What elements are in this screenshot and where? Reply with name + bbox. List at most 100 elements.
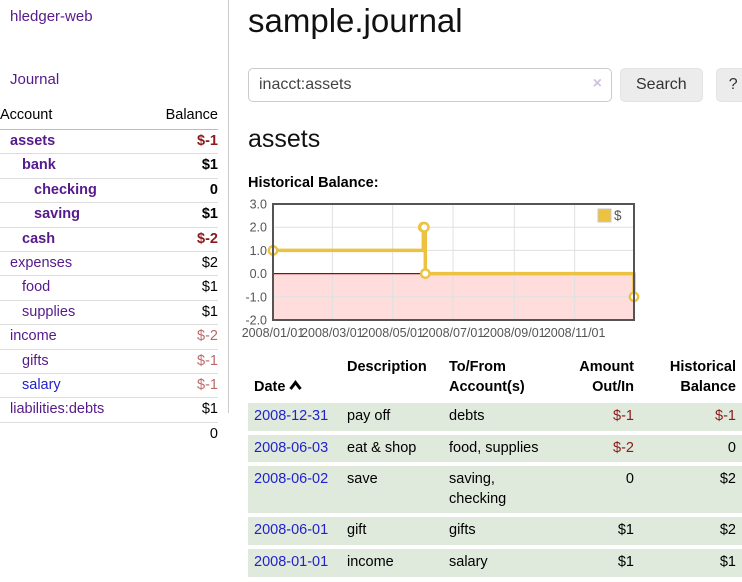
register-date-cell: 2008-12-31 [248, 403, 341, 431]
account-name-cell: cash [0, 227, 146, 252]
sort-asc-icon [289, 379, 303, 390]
account-balance: 0 [145, 178, 218, 204]
account-balance: $1 [145, 300, 218, 326]
register-amount-cell: 0 [625, 471, 634, 488]
sidebar-divider [228, 0, 229, 413]
register-accounts-cell: gifts [449, 522, 476, 539]
account-row: assets $-1 [0, 129, 218, 155]
register-description-cell: eat & shop [347, 439, 417, 456]
account-row: liabilities:debts $1 [0, 397, 218, 423]
transaction-date-link[interactable]: 2008-06-01 [254, 522, 329, 539]
account-balance: $2 [145, 251, 218, 277]
account-name-cell: salary [0, 373, 146, 399]
account-row: saving $1 [0, 202, 218, 228]
column-header-description: Description [347, 359, 427, 375]
register-description-cell: income [347, 553, 394, 570]
account-balance: $-2 [145, 227, 218, 252]
register-row[interactable]: 2008-06-01 gift gifts $1 $2 [248, 517, 742, 545]
svg-text:3.0: 3.0 [250, 198, 267, 212]
register-date-cell: 2008-06-02 [248, 466, 341, 513]
account-balance: $-1 [145, 349, 218, 374]
sidebar: hledger-web Journal Account Balance asse… [0, 0, 228, 447]
register-balance-cell: 0 [727, 439, 736, 456]
register-amount-cell: $1 [617, 553, 634, 570]
account-name-cell: checking [0, 178, 146, 204]
sidebar-item-journal[interactable]: Journal [10, 71, 60, 88]
accounts-total-spacer [0, 421, 146, 447]
register-header-row: Date Description To/From Account(s) Amou… [248, 356, 742, 399]
accounts-body: assets $-1 bank $1 checking 0 saving $1 cash $-2 e… [0, 129, 218, 423]
transaction-date-link[interactable]: 2008-06-02 [254, 471, 329, 488]
svg-text:2008/09/01: 2008/09/01 [483, 326, 546, 340]
account-row: bank $1 [0, 153, 218, 179]
register-row[interactable]: 2008-06-03 eat & shop food, supplies $-2 0 [248, 434, 742, 463]
svg-text:$: $ [614, 208, 622, 223]
account-link[interactable]: food [22, 279, 51, 296]
account-heading: assets [248, 125, 321, 153]
accounts-header-balance: Balance [145, 103, 218, 130]
accounts-total-value: 0 [145, 421, 218, 447]
register-row[interactable]: 2008-06-02 save saving, checking 0 $2 [248, 466, 742, 514]
main-content: sample.journal × Search ? assets Histori… [242, 0, 742, 581]
accounts-header-account: Account [0, 103, 146, 130]
account-link[interactable]: gifts [22, 352, 49, 369]
account-name-cell: assets [0, 129, 146, 155]
account-row: food $1 [0, 275, 218, 301]
register-row[interactable]: 2008-12-31 pay off debts $-1 $-1 [248, 403, 742, 431]
account-row: salary $-1 [0, 373, 218, 399]
column-header-amount: Amount Out/In [579, 359, 634, 395]
account-link[interactable]: supplies [22, 303, 76, 320]
account-balance: $-1 [145, 129, 218, 155]
register-balance-cell: $2 [719, 471, 736, 488]
account-row: income $-2 [0, 324, 218, 350]
account-row: gifts $-1 [0, 349, 218, 374]
account-balance: $1 [145, 153, 218, 179]
account-link[interactable]: expenses [10, 254, 73, 271]
register-date-cell: 2008-06-03 [248, 435, 341, 463]
column-header-date[interactable]: Date [248, 356, 341, 399]
account-link[interactable]: income [10, 328, 57, 345]
svg-text:2008/03/01: 2008/03/01 [301, 326, 364, 340]
account-balance: $1 [145, 202, 218, 228]
account-link[interactable]: saving [34, 206, 80, 223]
account-row: expenses $2 [0, 251, 218, 277]
app-title-link[interactable]: hledger-web [10, 8, 93, 25]
register-row[interactable]: 2008-01-01 income salary $1 $1 [248, 548, 742, 577]
register-amount-cell: $-2 [613, 439, 634, 456]
account-name-cell: food [0, 275, 146, 301]
account-link[interactable]: cash [22, 230, 56, 247]
register-date-cell: 2008-06-01 [248, 517, 341, 545]
register-balance-cell: $2 [719, 522, 736, 539]
balance-chart-svg: $3.0 2.0 1.0 0.0 -1.0 -2.02008/01/012008/03/0… [242, 198, 640, 340]
accounts-header-row: Account Balance [0, 103, 218, 130]
account-balance: $-2 [145, 324, 218, 350]
register-accounts-cell: saving, checking [449, 471, 507, 507]
register-balance-cell: $1 [719, 553, 736, 570]
help-button[interactable]: ? [715, 68, 742, 102]
register-accounts-cell: food, supplies [449, 439, 539, 456]
register-date-cell: 2008-01-01 [248, 549, 341, 577]
account-link[interactable]: salary [22, 376, 61, 393]
column-header-accounts: To/From Account(s) [449, 359, 525, 395]
transaction-date-link[interactable]: 2008-06-03 [254, 439, 329, 456]
svg-text:2008/01/01: 2008/01/01 [242, 326, 305, 340]
transaction-date-link[interactable]: 2008-01-01 [254, 553, 329, 570]
account-link[interactable]: checking [34, 181, 97, 198]
register-table: Date Description To/From Account(s) Amou… [248, 352, 742, 581]
register-accounts-cell: debts [449, 408, 485, 425]
svg-text:2008/11/01: 2008/11/01 [544, 326, 606, 340]
account-name-cell: saving [0, 202, 146, 228]
page-title: sample.journal [248, 2, 463, 39]
clear-search-icon[interactable]: × [592, 75, 602, 92]
account-link[interactable]: liabilities:debts [10, 401, 105, 418]
search-input[interactable] [248, 68, 612, 102]
register-accounts-cell: salary [449, 553, 488, 570]
transaction-date-link[interactable]: 2008-12-31 [254, 408, 329, 425]
svg-text:-2.0: -2.0 [245, 314, 267, 328]
account-link[interactable]: assets [10, 133, 56, 149]
search-button[interactable]: Search [620, 68, 703, 102]
date-header-label: Date [254, 378, 286, 395]
account-link[interactable]: bank [22, 157, 56, 174]
accounts-total-row: 0 [0, 421, 218, 447]
